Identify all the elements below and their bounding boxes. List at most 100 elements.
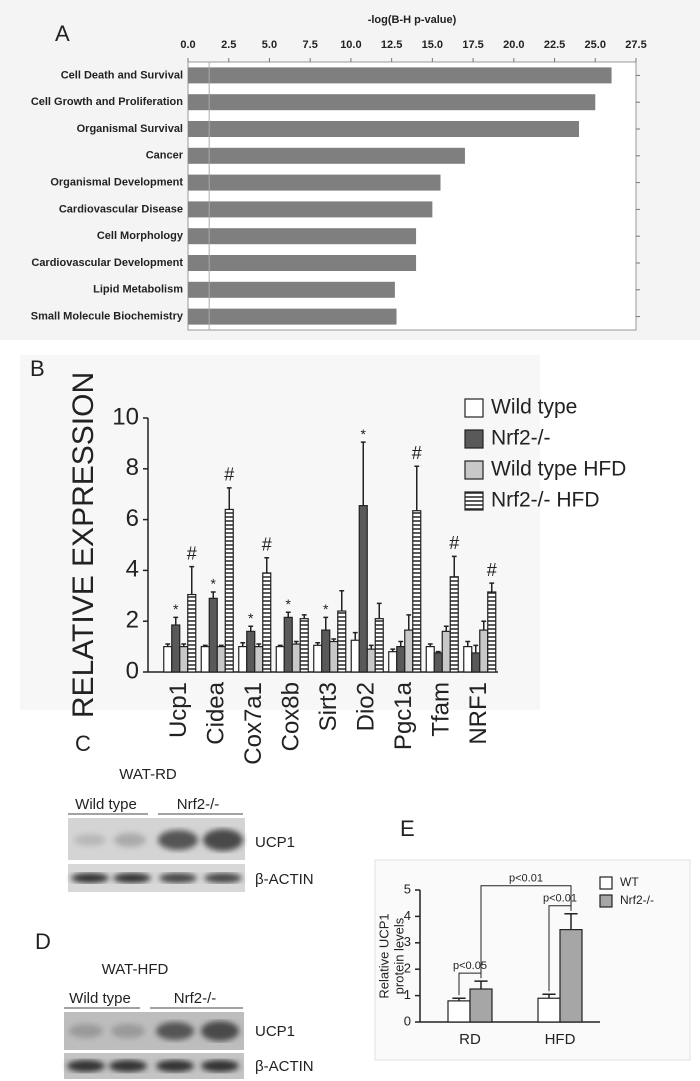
blot-row-label: β-ACTIN [255, 871, 314, 888]
significance-label: * [248, 610, 254, 626]
bar [449, 576, 459, 673]
bar [171, 624, 181, 673]
legend-label: Nrf2-/- [491, 427, 551, 450]
error-bar [315, 642, 321, 646]
panel-label: C [75, 731, 91, 756]
error-bar [256, 643, 262, 647]
significance-label: * [173, 601, 179, 617]
x-tick-label: 17.5 [462, 39, 483, 51]
category-label: Organismal Survival [77, 123, 183, 135]
blot-group: Wild type [69, 990, 131, 1007]
bar [374, 618, 384, 673]
error-bar [202, 644, 208, 647]
y-tick-label: 4 [404, 908, 411, 923]
error-bar [474, 980, 488, 989]
bar [447, 1000, 471, 1023]
y-tick-label: 2 [126, 607, 139, 634]
y-tick-label: 1 [404, 987, 411, 1002]
error-bar [451, 555, 457, 577]
legend-swatch [599, 876, 613, 890]
x-tick-label: 20.0 [503, 39, 524, 51]
comparison-label: p<0.01 [509, 873, 543, 885]
category-label: Small Molecule Biochemistry [31, 311, 184, 323]
bar [246, 630, 256, 673]
bar [188, 228, 417, 245]
blot-d: D WAT-HFD Wild type Nrf2-/- UCP1 β-ACTIN [35, 929, 314, 1079]
panel-e-bg [374, 859, 691, 1061]
panel-label: E [400, 816, 415, 841]
bar [469, 988, 493, 1023]
x-tick-label: Pgc1a [390, 681, 417, 750]
x-tick-label: RD [459, 1031, 481, 1048]
x-tick-label: Cox7a1 [240, 682, 267, 765]
error-bar [301, 614, 307, 619]
bar [188, 308, 397, 325]
bar [425, 645, 435, 673]
category-label: Lipid Metabolism [93, 284, 183, 296]
bar [537, 997, 561, 1023]
legend-label: Wild type HFD [491, 458, 626, 481]
category-label: Cell Growth and Proliferation [31, 96, 183, 108]
error-bar [443, 625, 449, 632]
error-bar [339, 589, 345, 612]
legend-swatch [464, 491, 484, 511]
legend-swatch [464, 398, 484, 418]
error-bar [489, 582, 495, 592]
x-tick-label: Tfam [428, 682, 455, 737]
error-bar [181, 643, 187, 647]
blot-c: C WAT-RD Wild type Nrf2-/- UCP1 β-ACTIN [68, 731, 314, 892]
category-label: Cancer [146, 150, 184, 162]
legend-swatch [599, 894, 613, 908]
error-bar [414, 465, 420, 511]
legend-label: WT [620, 875, 639, 889]
y-axis-title: Relative UCP1 [376, 913, 391, 998]
bar [208, 597, 218, 673]
bar [337, 610, 347, 673]
bar [479, 629, 489, 673]
error-bar [427, 643, 433, 647]
error-bar [452, 997, 466, 1001]
error-bar [473, 644, 479, 653]
bar [163, 645, 173, 673]
bar [188, 255, 417, 271]
comparison-bracket [480, 885, 572, 979]
y-tick-label: 10 [112, 403, 139, 430]
error-bar [240, 642, 246, 647]
x-tick-label: 15.0 [422, 39, 443, 51]
error-bar [165, 643, 171, 647]
x-tick-label: 0.0 [180, 39, 195, 51]
x-tick-label: Cidea [203, 681, 230, 744]
bar [559, 928, 583, 1023]
blot-row-label: UCP1 [255, 1023, 295, 1040]
significance-label: * [286, 596, 292, 612]
blot-group: Nrf2-/- [174, 990, 217, 1007]
significance-label: # [412, 443, 422, 463]
error-bar [264, 556, 270, 573]
error-bar [293, 640, 299, 645]
error-bar [398, 640, 404, 647]
x-tick-label: HFD [545, 1031, 576, 1048]
significance-label: # [262, 534, 272, 554]
comparison-label: p<0.05 [453, 960, 487, 972]
error-bar [542, 993, 556, 999]
panel-label: D [35, 929, 51, 954]
significance-label: * [323, 601, 329, 617]
bar [188, 281, 395, 298]
error-bar [248, 625, 254, 632]
bar [329, 640, 339, 673]
x-tick-label: Cox8b [278, 682, 305, 751]
error-bar [406, 614, 412, 631]
error-bar [285, 611, 291, 618]
y-tick-label: 4 [126, 556, 139, 583]
x-tick-label: NRF1 [465, 682, 492, 745]
error-bar [277, 644, 283, 647]
bar [188, 67, 612, 84]
error-bar [564, 913, 578, 930]
bar [283, 616, 293, 673]
error-bar [465, 640, 471, 647]
blot-row-label: UCP1 [255, 834, 295, 851]
error-bar [210, 591, 216, 599]
significance-label: # [487, 560, 497, 580]
y-tick-label: 0 [404, 1013, 411, 1028]
